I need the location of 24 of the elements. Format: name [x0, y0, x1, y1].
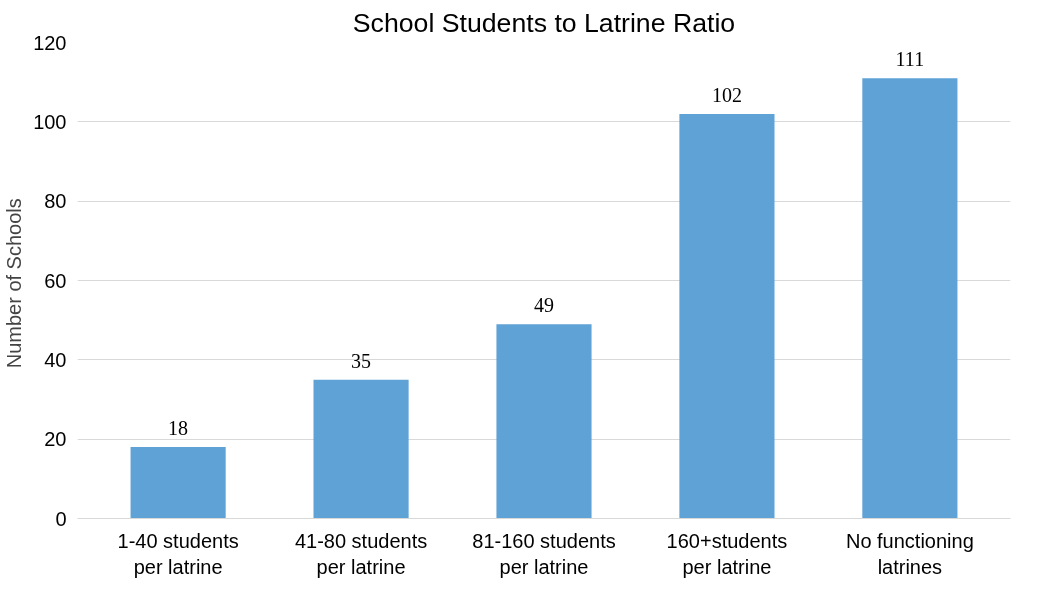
- data-label: 18: [168, 417, 189, 440]
- data-label: 111: [895, 48, 925, 71]
- bar: [313, 379, 409, 519]
- bar: [862, 78, 958, 519]
- bar: [130, 447, 226, 519]
- x-tick-label: No functioning latrines: [845, 529, 974, 578]
- y-tick-label: 80: [44, 190, 67, 213]
- y-tick-label: 100: [33, 110, 67, 133]
- x-tick-label: 41-80 students per latrine: [294, 529, 428, 578]
- y-tick-label: 0: [55, 507, 67, 530]
- x-tick-label: 1-40 students per latrine: [117, 529, 239, 578]
- x-tick-label: 160+students per latrine: [666, 529, 788, 578]
- x-tick-label: 81-160 students per latrine: [472, 529, 616, 578]
- y-tick-label: 120: [33, 31, 67, 54]
- y-axis-title: Number of Schools: [3, 198, 26, 369]
- y-tick-label: 20: [44, 428, 67, 451]
- data-label: 102: [711, 83, 742, 106]
- bar: [679, 113, 775, 519]
- data-label: 35: [351, 349, 372, 372]
- data-label: 49: [534, 294, 554, 317]
- chart-title: School Students to Latrine Ratio: [352, 7, 736, 38]
- bar: [496, 324, 592, 519]
- y-tick-label: 60: [44, 269, 67, 292]
- y-tick-label: 40: [44, 348, 67, 371]
